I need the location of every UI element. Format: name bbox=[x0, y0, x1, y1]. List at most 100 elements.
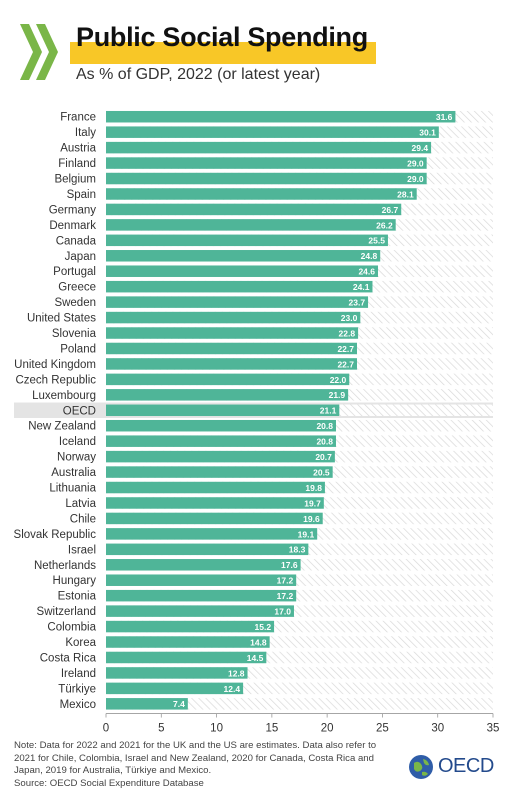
category-label: Lithuania bbox=[49, 483, 96, 495]
bar bbox=[106, 265, 379, 277]
category-label: Greece bbox=[58, 282, 96, 294]
value-label: 20.8 bbox=[316, 421, 333, 431]
page-title: Public Social Spending bbox=[76, 22, 368, 52]
page-subtitle: As % of GDP, 2022 (or latest year) bbox=[76, 66, 321, 83]
x-tick-label: 15 bbox=[265, 723, 278, 734]
category-label: United Kingdom bbox=[14, 359, 96, 371]
bar bbox=[106, 188, 417, 200]
bar bbox=[106, 497, 324, 509]
x-tick-label: 25 bbox=[376, 723, 389, 734]
category-label: Colombia bbox=[47, 622, 96, 634]
value-label: 29.0 bbox=[407, 158, 424, 168]
category-label: Luxembourg bbox=[32, 390, 96, 402]
note-text: Note: Data for 2022 and 2021 for the UK … bbox=[14, 740, 377, 777]
bar bbox=[106, 157, 427, 169]
bar-track bbox=[106, 667, 493, 679]
x-tick-label: 5 bbox=[158, 723, 164, 734]
bar bbox=[106, 250, 381, 262]
category-label: Spain bbox=[67, 189, 96, 201]
x-tick-label: 10 bbox=[210, 723, 223, 734]
bar bbox=[106, 203, 402, 216]
category-label: Finland bbox=[58, 158, 96, 170]
bar bbox=[106, 605, 294, 617]
category-label: Belgium bbox=[54, 174, 96, 186]
bar bbox=[106, 528, 318, 540]
category-label: Estonia bbox=[58, 591, 97, 603]
value-label: 18.3 bbox=[289, 545, 306, 555]
bar bbox=[106, 311, 361, 324]
bar bbox=[106, 219, 396, 231]
value-label: 22.0 bbox=[330, 375, 347, 385]
bar bbox=[106, 636, 270, 648]
value-label: 12.4 bbox=[224, 684, 241, 694]
bar bbox=[106, 172, 427, 185]
category-label: Netherlands bbox=[34, 560, 96, 572]
value-label: 24.8 bbox=[361, 251, 378, 261]
bar-track bbox=[106, 636, 493, 648]
category-label: Czech Republic bbox=[15, 374, 96, 386]
category-label: Iceland bbox=[59, 436, 96, 448]
category-label: Slovak Republic bbox=[14, 529, 97, 541]
bar bbox=[106, 141, 432, 154]
category-label: Israel bbox=[68, 544, 96, 556]
category-label: Canada bbox=[56, 235, 97, 247]
value-label: 20.8 bbox=[316, 437, 333, 447]
bar bbox=[106, 110, 456, 123]
bar bbox=[106, 667, 248, 679]
bar bbox=[106, 419, 336, 432]
value-label: 23.7 bbox=[349, 298, 366, 308]
source-text: Source: OECD Social Expenditure Database bbox=[14, 777, 204, 789]
bar-track bbox=[106, 620, 493, 633]
value-label: 29.0 bbox=[407, 174, 424, 184]
category-label: Chile bbox=[70, 513, 96, 525]
value-label: 17.6 bbox=[281, 560, 298, 570]
bar bbox=[106, 234, 388, 247]
value-label: 28.1 bbox=[397, 189, 414, 199]
value-label: 19.6 bbox=[303, 514, 320, 524]
category-label: Italy bbox=[75, 127, 96, 139]
bar bbox=[106, 358, 357, 370]
value-label: 19.8 bbox=[305, 483, 322, 493]
bar bbox=[106, 435, 336, 447]
bar-track bbox=[106, 651, 493, 664]
x-tick-label: 20 bbox=[321, 723, 334, 734]
value-label: 17.2 bbox=[277, 576, 294, 586]
value-label: 23.0 bbox=[341, 313, 358, 323]
bar bbox=[106, 342, 357, 355]
oecd-logo-text: OECD bbox=[438, 755, 494, 777]
value-label: 20.5 bbox=[313, 467, 330, 477]
value-label: 21.1 bbox=[320, 406, 337, 416]
category-label: Japan bbox=[65, 251, 96, 263]
value-label: 26.2 bbox=[376, 220, 393, 230]
bar-track bbox=[106, 605, 493, 617]
category-label: United States bbox=[27, 313, 96, 325]
bar bbox=[106, 589, 297, 602]
category-label: Hungary bbox=[53, 575, 97, 587]
category-label: Poland bbox=[60, 343, 96, 355]
value-label: 26.7 bbox=[382, 205, 399, 215]
bar bbox=[106, 327, 359, 339]
value-label: 24.6 bbox=[358, 267, 375, 277]
value-label: 25.5 bbox=[368, 236, 385, 246]
category-label: Australia bbox=[51, 467, 96, 479]
category-label: Ireland bbox=[61, 668, 96, 680]
value-label: 22.7 bbox=[337, 344, 354, 354]
category-label: Germany bbox=[49, 204, 97, 216]
bar bbox=[106, 450, 335, 463]
value-label: 29.4 bbox=[412, 143, 429, 153]
bar bbox=[106, 466, 333, 478]
bar bbox=[106, 651, 267, 664]
category-label: France bbox=[60, 112, 96, 124]
bar bbox=[106, 296, 369, 308]
value-label: 17.0 bbox=[274, 607, 291, 617]
category-label: OECD bbox=[63, 405, 96, 417]
value-label: 24.1 bbox=[353, 282, 370, 292]
category-label: Mexico bbox=[60, 699, 96, 711]
category-label: Portugal bbox=[53, 266, 96, 278]
bar bbox=[106, 698, 188, 710]
bar-track bbox=[106, 589, 493, 602]
bar bbox=[106, 373, 350, 386]
value-label: 12.8 bbox=[228, 668, 245, 678]
brand-chevrons-icon bbox=[20, 24, 58, 80]
bar bbox=[106, 389, 349, 401]
